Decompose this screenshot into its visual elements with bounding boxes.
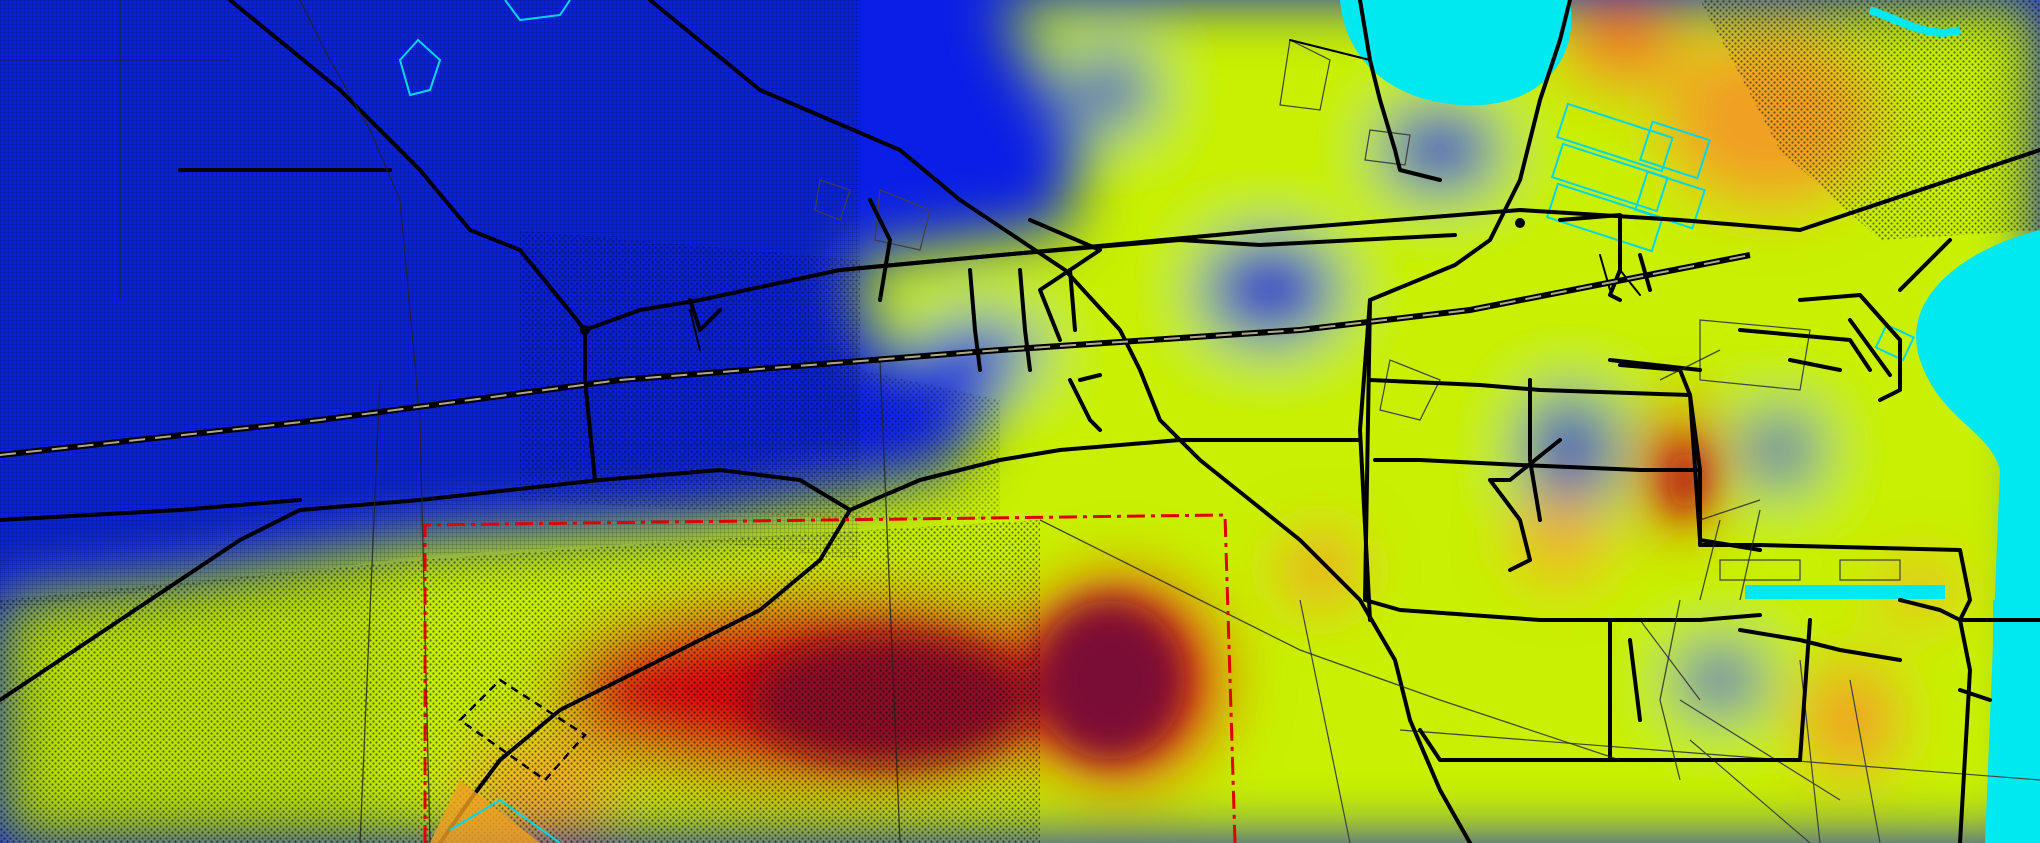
lake-north (1340, 0, 1572, 106)
minor-roads (0, 0, 1761, 843)
study-boundary (423, 513, 1237, 843)
canal (1745, 585, 1945, 599)
railway (0, 252, 1751, 458)
water-bodies (1340, 0, 2040, 843)
lake-east (1916, 230, 2040, 843)
lower-left-detail (430, 780, 561, 843)
canal-vertical (1993, 600, 2007, 720)
